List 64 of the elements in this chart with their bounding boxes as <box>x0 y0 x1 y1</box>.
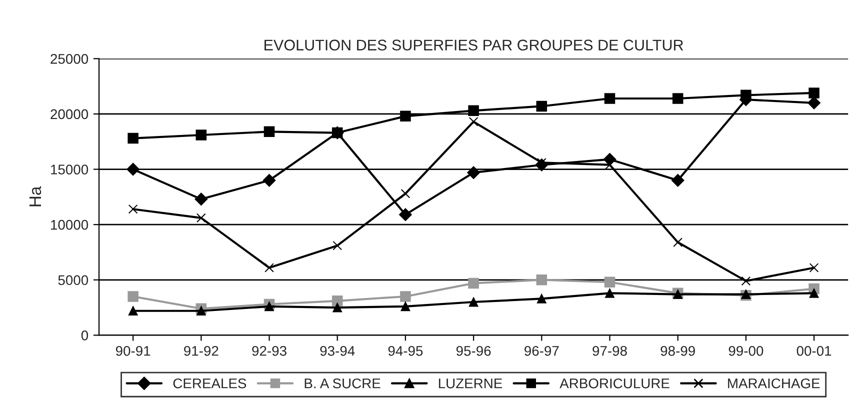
point <box>262 174 276 187</box>
point <box>604 93 616 104</box>
y-axis-title: Ha <box>30 186 42 206</box>
point <box>468 297 478 307</box>
legend-label: MARAICHAGE <box>728 378 820 388</box>
x-tick-label: 99-00 <box>728 346 764 356</box>
point <box>808 96 820 110</box>
x-tick-label: 96-97 <box>524 346 559 356</box>
point <box>605 288 614 298</box>
x-tick-label: 94-95 <box>388 346 423 356</box>
x-tick-label: 90-91 <box>116 346 150 356</box>
point <box>196 130 207 140</box>
y-tick-label: 0 <box>81 330 88 340</box>
legend-label: LUZERNE <box>438 378 502 388</box>
x-tick-label: 92-93 <box>252 346 286 356</box>
point <box>808 88 820 98</box>
point <box>468 117 478 126</box>
point <box>536 274 548 286</box>
point <box>128 306 138 316</box>
point <box>671 174 684 187</box>
legend-label: ARBORICULURE <box>560 378 670 388</box>
y-tick-label: 25000 <box>50 54 88 64</box>
point <box>196 306 206 316</box>
point <box>264 126 275 138</box>
x-tick-label: 91-92 <box>184 346 218 356</box>
point <box>128 132 138 144</box>
point <box>673 238 683 247</box>
y-tick-label: 20000 <box>50 109 88 120</box>
point <box>809 263 819 272</box>
x-tick-label: 97-98 <box>592 346 627 356</box>
y-tick-label: 10000 <box>51 220 88 230</box>
legend-label: CEREALES <box>173 378 246 388</box>
point <box>809 288 819 298</box>
point <box>332 240 342 250</box>
point <box>604 276 616 288</box>
point <box>400 291 411 302</box>
point <box>399 208 412 222</box>
point <box>400 302 410 312</box>
point <box>536 100 548 112</box>
x-tick-label: 98-99 <box>660 346 695 356</box>
point <box>536 294 546 304</box>
chart-title: EVOLUTION DES SUPERFIES PAR GROUPES DE CULTUR <box>264 40 684 50</box>
point <box>196 213 206 223</box>
x-tick-label: 93-94 <box>320 346 355 356</box>
point <box>332 302 342 312</box>
y-tick-label: 15000 <box>51 164 88 174</box>
point <box>128 204 138 214</box>
point <box>264 263 274 272</box>
legend-label: B. A SUCRE <box>304 378 380 388</box>
point <box>332 127 343 138</box>
point <box>332 296 343 306</box>
point <box>741 276 751 286</box>
point <box>264 302 274 312</box>
point <box>467 166 480 180</box>
point <box>672 93 684 104</box>
point <box>400 110 411 122</box>
x-tick-label: 00-01 <box>796 346 832 356</box>
point <box>468 105 479 116</box>
x-tick-label: 95-96 <box>456 346 491 356</box>
y-tick-label: 5000 <box>58 275 88 286</box>
point <box>194 192 208 206</box>
point <box>128 291 138 302</box>
point <box>468 278 479 289</box>
point <box>126 162 140 176</box>
